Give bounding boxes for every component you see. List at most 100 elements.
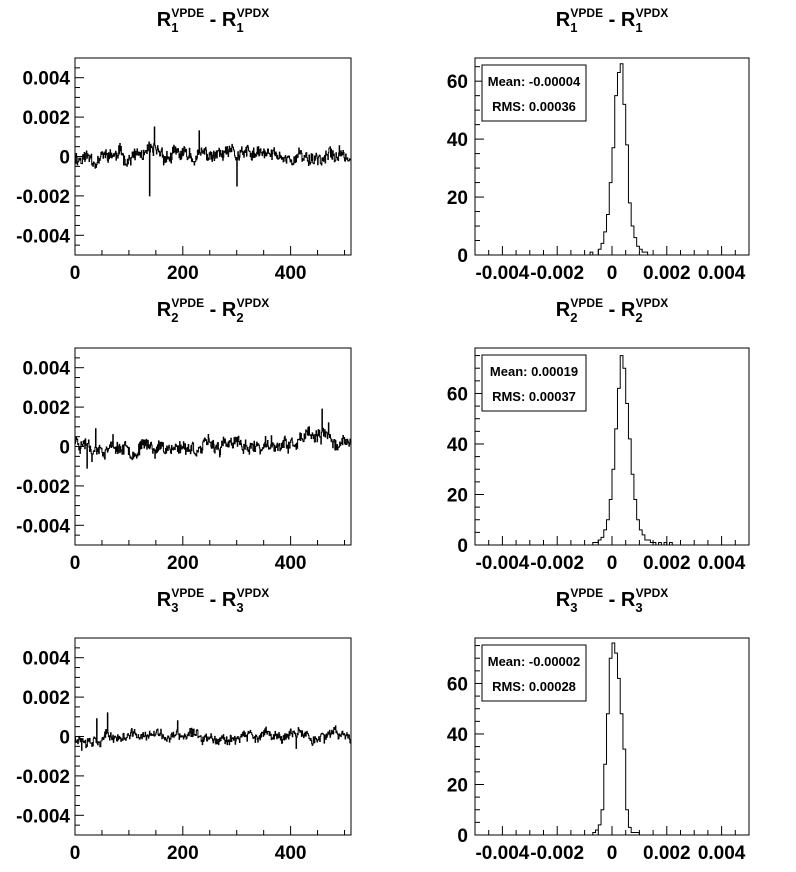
title-part-sub: 1 — [570, 20, 577, 35]
y-tick-label: 20 — [447, 775, 468, 796]
x-tick-label: -0.002 — [530, 553, 584, 574]
title-part-sub2: 1 — [236, 20, 243, 35]
title-part-base: R — [157, 589, 172, 611]
chart-title: R2VPDE - R2VPDX — [556, 296, 669, 325]
chart-title: R2VPDE - R2VPDX — [157, 296, 270, 325]
x-tick-label: 0.004 — [698, 843, 746, 864]
x-tick-label: 0.002 — [643, 553, 691, 574]
y-tick-label: 40 — [447, 130, 468, 151]
title-part-base: R — [556, 9, 571, 31]
stats-box: Mean: -0.00002 RMS: 0.00028 — [481, 644, 587, 702]
x-tick-label: 0 — [607, 843, 618, 864]
y-tick-label: 0 — [59, 148, 70, 169]
y-tick-label: 60 — [447, 674, 468, 695]
stats-rms: RMS: 0.00037 — [492, 389, 576, 404]
y-tick-label: 0 — [457, 826, 468, 847]
x-tick-label: -0.002 — [530, 843, 584, 864]
data-trace — [75, 712, 351, 751]
histogram-bars — [475, 355, 749, 546]
title-part-base2: R — [621, 589, 636, 611]
stats-box-frame — [481, 64, 587, 122]
x-tick-label: 200 — [167, 553, 199, 574]
y-tick-label: 0.004 — [22, 359, 70, 380]
x-tick-label: 200 — [167, 843, 199, 864]
title-part-sub: 2 — [570, 310, 577, 325]
title-part-base: R — [157, 299, 172, 321]
x-tick-label: 0.004 — [698, 263, 746, 284]
title-part-sub2: 3 — [236, 600, 243, 615]
title-part-base2: R — [222, 9, 237, 31]
title-part-sub2: 2 — [236, 310, 243, 325]
title-part-sup2: VPDX — [636, 296, 669, 310]
y-tick-label: -0.002 — [16, 477, 70, 498]
x-tick-label: 200 — [167, 263, 199, 284]
title-part-minus: - — [603, 589, 621, 611]
stats-box-frame — [481, 644, 587, 702]
x-tick-label: 0 — [607, 263, 618, 284]
y-tick-label: -0.002 — [16, 187, 70, 208]
title-part-sup: VPDE — [570, 6, 603, 20]
y-tick-label: 0.004 — [22, 69, 70, 90]
y-tick-label: 0 — [457, 536, 468, 557]
title-part-sub2: 1 — [635, 20, 642, 35]
title-part-base2: R — [621, 9, 636, 31]
title-part-minus: - — [603, 9, 621, 31]
title-part-sub2: 2 — [635, 310, 642, 325]
histogram-bars — [475, 63, 749, 256]
title-part-sup2: VPDX — [237, 586, 270, 600]
title-part-sup: VPDE — [570, 586, 603, 600]
title-part-sub: 3 — [570, 600, 577, 615]
axis-ticks — [74, 347, 346, 546]
y-tick-label: 0.002 — [22, 108, 70, 129]
y-tick-label: 20 — [447, 485, 468, 506]
title-part-base2: R — [621, 299, 636, 321]
stats-rms: RMS: 0.00036 — [492, 99, 576, 114]
title-part-sub2: 3 — [635, 600, 642, 615]
stats-box: Mean: -0.00004 RMS: 0.00036 — [481, 64, 587, 122]
title-part-base: R — [157, 9, 172, 31]
stats-mean: Mean: -0.00002 — [488, 654, 581, 669]
y-tick-label: -0.004 — [16, 516, 70, 537]
x-tick-label: 0.002 — [643, 263, 691, 284]
y-tick-label: -0.002 — [16, 767, 70, 788]
x-tick-label: 0 — [70, 553, 81, 574]
title-part-sup2: VPDX — [636, 6, 669, 20]
x-tick-label: -0.004 — [475, 843, 529, 864]
x-tick-label: -0.002 — [530, 263, 584, 284]
y-tick-label: 60 — [447, 384, 468, 405]
title-part-minus: - — [204, 9, 222, 31]
title-part-sub: 1 — [171, 20, 178, 35]
stats-rms: RMS: 0.00028 — [492, 679, 576, 694]
y-tick-label: 0 — [59, 728, 70, 749]
title-part-sub: 2 — [171, 310, 178, 325]
title-part-sup: VPDE — [570, 296, 603, 310]
data-trace — [75, 408, 351, 469]
title-part-sup: VPDE — [171, 586, 204, 600]
title-part-base2: R — [222, 299, 237, 321]
y-tick-label: -0.004 — [16, 806, 70, 827]
x-tick-label: 0 — [607, 553, 618, 574]
x-tick-label: 0.002 — [643, 843, 691, 864]
y-tick-label: 0.004 — [22, 649, 70, 670]
data-trace — [75, 126, 351, 197]
title-part-sub: 3 — [171, 600, 178, 615]
title-part-sup: VPDE — [171, 296, 204, 310]
y-tick-label: 0.002 — [22, 688, 70, 709]
y-tick-label: 20 — [447, 188, 468, 209]
title-part-minus: - — [603, 299, 621, 321]
stats-mean: Mean: 0.00019 — [490, 364, 578, 379]
axis-ticks — [74, 57, 346, 256]
chart-title: R1VPDE - R1VPDX — [556, 6, 669, 35]
y-tick-label: 0 — [457, 246, 468, 267]
stats-mean: Mean: -0.00004 — [488, 74, 581, 89]
title-part-sup: VPDE — [171, 6, 204, 20]
title-part-sup2: VPDX — [636, 586, 669, 600]
title-part-minus: - — [204, 589, 222, 611]
histogram-bars — [475, 642, 749, 836]
